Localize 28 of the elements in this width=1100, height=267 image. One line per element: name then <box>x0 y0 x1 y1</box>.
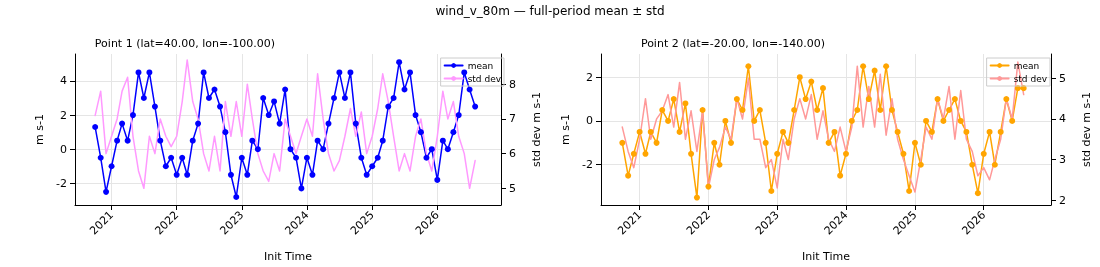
legend-label: mean <box>1013 60 1040 71</box>
y2-tick-label: 8 <box>509 77 516 91</box>
legend-label: std dev <box>467 73 502 84</box>
y2-tick-label: 7 <box>509 112 516 126</box>
chart-title: Point 2 (lat=-20.00, lon=-140.00) <box>640 37 825 50</box>
y-tick-label: 2 <box>60 108 67 122</box>
y-axis-title: m s-1 <box>559 114 572 145</box>
y2-tick-label: 6 <box>509 147 516 161</box>
text: wind_v_80m — full-period mean ± std <box>434 4 666 18</box>
y-axis-title: m s-1 <box>33 114 46 145</box>
y-tick-label: 2 <box>586 70 593 84</box>
legend-label: mean <box>467 60 494 71</box>
x-axis-title: Init Time <box>801 250 851 263</box>
y2-tick-label: 5 <box>1059 71 1066 85</box>
y2-tick-label: 5 <box>509 181 516 195</box>
y2-tick-label: 3 <box>1059 153 1066 167</box>
y2-tick-label: 4 <box>1059 112 1066 126</box>
y2-axis-title: std dev m s-1 <box>1080 91 1093 168</box>
y2-axis-title: std dev m s-1 <box>530 91 543 168</box>
y-tick-label: -2 <box>582 158 593 172</box>
y-tick-label: 4 <box>60 74 67 88</box>
y-tick-label: 0 <box>60 142 67 156</box>
x-axis-title: Init Time <box>263 250 313 263</box>
y-tick-label: 0 <box>586 114 593 128</box>
y2-tick-label: 2 <box>1059 193 1066 207</box>
legend-label: std dev <box>1013 73 1048 84</box>
y-tick-label: -2 <box>56 176 67 190</box>
chart-title: Point 1 (lat=40.00, lon=-100.00) <box>94 37 276 50</box>
